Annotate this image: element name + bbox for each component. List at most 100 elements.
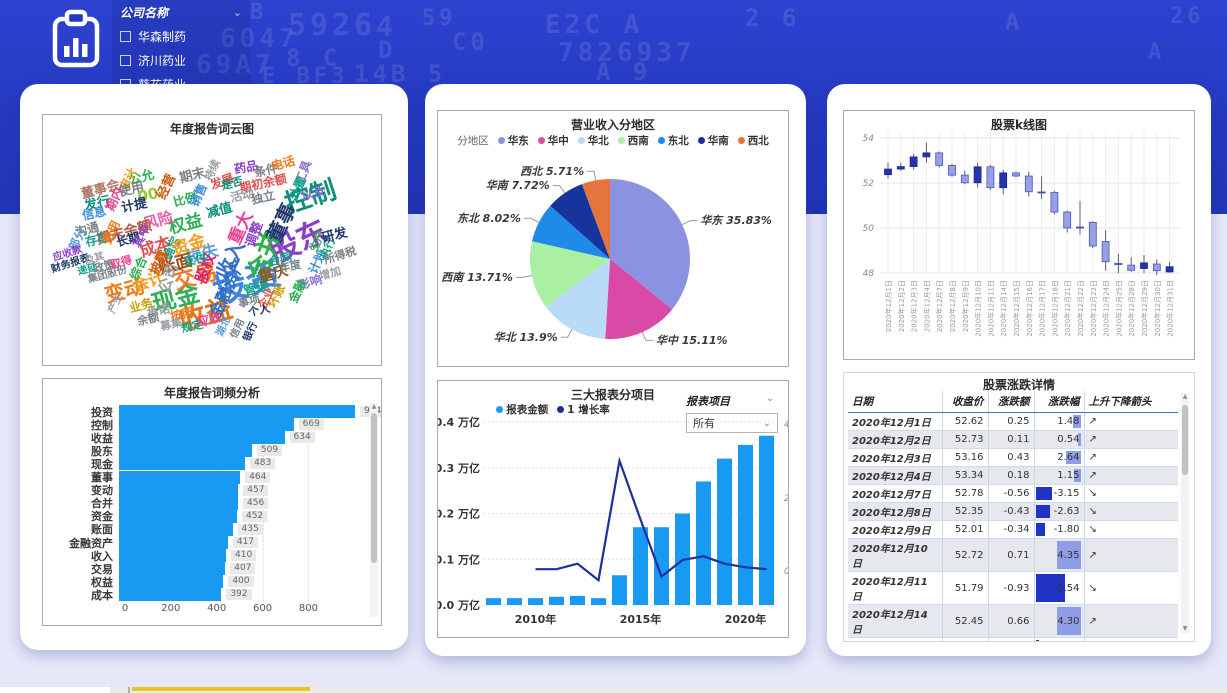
- combo-bar-2021[interactable]: [759, 435, 774, 605]
- combo-bar-2018[interactable]: [696, 481, 711, 605]
- pie-legend-item[interactable]: 西北: [737, 133, 769, 148]
- table-row[interactable]: 2020年12月8日 52.35 -0.43 -2.63 ↘: [848, 502, 1178, 521]
- freq-bar-row[interactable]: 董事 464: [49, 470, 367, 484]
- scroll-up-arrow-icon[interactable]: ▲: [371, 403, 377, 410]
- table-row[interactable]: 2020年12月4日 53.34 0.18 1.15 ↗: [848, 466, 1178, 485]
- kline-candle-19[interactable]: [1114, 253, 1123, 273]
- table-row[interactable]: 2020年12月15日52.31-0.14-0.57↘: [848, 637, 1178, 641]
- kline-candle-15[interactable]: [1063, 210, 1072, 233]
- pie-legend-item[interactable]: 东北: [657, 133, 689, 148]
- pie-slice-华东[interactable]: [610, 179, 690, 310]
- slicer-option-2[interactable]: 济川药业: [120, 52, 242, 69]
- freq-bar-row[interactable]: 成本 392: [49, 588, 367, 602]
- kline-candle-21[interactable]: [1140, 255, 1148, 273]
- freq-bar-row[interactable]: 收入 410: [49, 549, 367, 563]
- kline-candle-16[interactable]: [1076, 201, 1084, 235]
- pie-legend-item[interactable]: 西南: [617, 133, 649, 148]
- wordcloud-word[interactable]: 个人: [247, 301, 272, 319]
- bottom-strip-gold-bar[interactable]: [132, 687, 310, 691]
- combo-bar-2011[interactable]: [549, 596, 564, 605]
- freq-bar[interactable]: [119, 405, 355, 418]
- freq-bar-row[interactable]: 权益 400: [49, 575, 367, 589]
- freq-bar[interactable]: [119, 522, 233, 536]
- freq-bar-row[interactable]: 交易 407: [49, 562, 367, 576]
- kline-candle-14[interactable]: [1050, 190, 1059, 215]
- report-item-select[interactable]: 所有 ⌄: [686, 413, 778, 433]
- combo-bar-2013[interactable]: [591, 598, 606, 605]
- kline-candle-1[interactable]: [884, 162, 892, 179]
- slicer-option-1[interactable]: 华森制药: [120, 28, 242, 45]
- table-row[interactable]: 2020年12月1日 52.62 0.25 1.48 ↗: [848, 412, 1178, 431]
- freq-bar-row[interactable]: 控制 669: [49, 418, 367, 432]
- kline-candle-9[interactable]: [986, 165, 995, 190]
- table-row[interactable]: 2020年12月9日 52.01 -0.34 -1.80 ↘: [848, 520, 1178, 539]
- scroll-down-arrow-icon[interactable]: ▼: [1182, 625, 1188, 632]
- kline-candle-5[interactable]: [935, 151, 944, 168]
- kline-candle-2[interactable]: [896, 162, 905, 171]
- kline-candle-13[interactable]: [1037, 176, 1046, 199]
- kline-candle-23[interactable]: [1165, 261, 1174, 273]
- wordcloud-word[interactable]: 余额: [135, 310, 160, 329]
- freq-bar-row[interactable]: 合并 456: [49, 496, 367, 510]
- table-row[interactable]: 2020年12月2日 52.73 0.11 0.54 ↗: [848, 430, 1178, 449]
- pie-legend-item[interactable]: 华东: [497, 133, 529, 148]
- combo-bar-2014[interactable]: [612, 575, 627, 605]
- scroll-up-arrow-icon[interactable]: ▲: [1182, 393, 1188, 400]
- pie-legend-item[interactable]: 华南: [697, 133, 729, 148]
- combo-bar-2008[interactable]: [486, 598, 501, 605]
- kline-candle-11[interactable]: [1012, 171, 1020, 178]
- freq-scrollbar-thumb[interactable]: [371, 413, 377, 563]
- kline-candle-17[interactable]: [1088, 221, 1097, 249]
- pie-slice-华中[interactable]: [605, 259, 673, 339]
- freq-bar-row[interactable]: 金融资产 417: [49, 536, 367, 550]
- kline-candle-4[interactable]: [922, 142, 931, 163]
- freq-bar-row[interactable]: 收益 634: [49, 431, 367, 445]
- pie-slice-东北[interactable]: [531, 205, 610, 259]
- combo-bar-2015[interactable]: [633, 527, 648, 605]
- wordcloud-word[interactable]: 金融: [285, 277, 309, 306]
- table-row[interactable]: 2020年12月3日 53.16 0.43 2.64 ↗: [848, 448, 1178, 467]
- freq-bar[interactable]: [119, 457, 246, 471]
- combo-bar-2020[interactable]: [738, 444, 753, 605]
- combo-bar-2016[interactable]: [654, 527, 669, 605]
- kline-candle-20[interactable]: [1127, 257, 1136, 272]
- freq-bar[interactable]: [119, 562, 226, 576]
- freq-bar[interactable]: [119, 496, 239, 510]
- combo-bar-2019[interactable]: [717, 458, 732, 605]
- table-scrollbar-thumb[interactable]: [1182, 405, 1188, 475]
- combo-bar-2012[interactable]: [570, 595, 585, 605]
- checkbox-icon[interactable]: [120, 55, 131, 66]
- freq-bar-row[interactable]: 变动 457: [49, 483, 367, 497]
- freq-bar[interactable]: [119, 575, 224, 589]
- freq-bar[interactable]: [119, 470, 241, 484]
- table-row[interactable]: 2020年12月7日 52.78 -0.56 -3.15 ↘: [848, 484, 1178, 503]
- kline-candle-3[interactable]: [909, 153, 918, 170]
- table-row[interactable]: 2020年12月10日 52.72 0.71 4.35 ↗: [848, 538, 1178, 572]
- pie-slice-华北[interactable]: [545, 259, 610, 339]
- pie-slice-西北[interactable]: [581, 179, 610, 259]
- freq-bar[interactable]: [119, 418, 294, 432]
- freq-bar[interactable]: [119, 444, 252, 458]
- kline-candle-8[interactable]: [973, 162, 982, 188]
- freq-bar-row[interactable]: 现金 483: [49, 457, 367, 471]
- freq-bar[interactable]: [119, 549, 227, 563]
- freq-bar[interactable]: [119, 431, 285, 445]
- kline-candle-6[interactable]: [948, 163, 956, 177]
- table-scrollbar[interactable]: ▲ ▼: [1181, 393, 1189, 633]
- combo-bar-2010[interactable]: [528, 598, 543, 605]
- chevron-down-icon[interactable]: ⌄: [766, 393, 775, 404]
- freq-scrollbar[interactable]: ▲: [370, 403, 378, 617]
- kline-candle-18[interactable]: [1101, 230, 1110, 271]
- combo-legend-item[interactable]: 报表金额: [496, 402, 548, 417]
- freq-bar-row[interactable]: 股东 509: [49, 444, 367, 458]
- kline-candle-12[interactable]: [1024, 171, 1033, 197]
- chevron-down-icon[interactable]: ⌄: [232, 6, 242, 19]
- freq-bar-row[interactable]: 账面 435: [49, 522, 367, 536]
- table-row[interactable]: 2020年12月11日 51.79 -0.93 -5.54 ↘: [848, 571, 1178, 605]
- freq-bar[interactable]: [119, 509, 237, 523]
- pie-legend-item[interactable]: 华北: [577, 133, 609, 148]
- freq-bar[interactable]: [119, 588, 222, 602]
- wordcloud-word[interactable]: 年度: [277, 257, 302, 276]
- pie-slice-西南[interactable]: [530, 241, 610, 307]
- kline-candle-7[interactable]: [960, 170, 969, 185]
